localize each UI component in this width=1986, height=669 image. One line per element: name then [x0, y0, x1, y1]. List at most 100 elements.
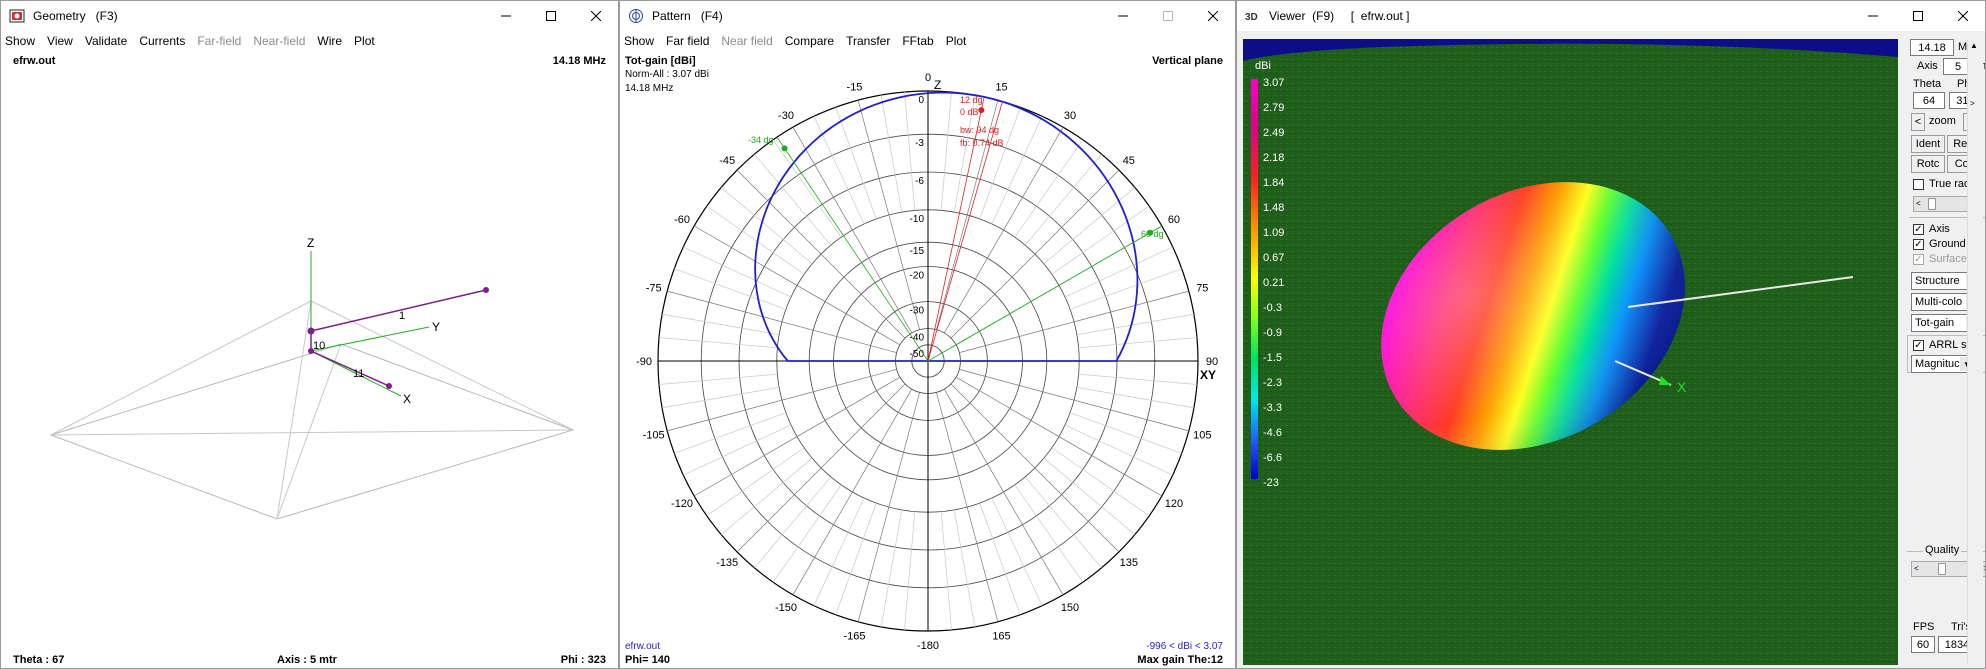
- minimize-button[interactable]: [1850, 1, 1895, 31]
- menu-fftab[interactable]: FFtab: [902, 34, 934, 48]
- geometry-titlebar[interactable]: Geometry (F3): [1, 1, 618, 31]
- wire-11[interactable]: [310, 350, 390, 387]
- checkbox-box: ✓: [1913, 339, 1924, 351]
- divider: [1909, 217, 1985, 218]
- radial-gridline: [754, 153, 832, 246]
- radial-gridline: [1024, 476, 1102, 569]
- radial-gridline: [1064, 246, 1173, 298]
- true-rad-checkbox[interactable]: True rad.: [1913, 178, 1973, 190]
- quality-slider[interactable]: <>: [1911, 561, 1985, 577]
- pattern-gain-title: Tot-gain [dBi]: [625, 55, 696, 67]
- radiation-pattern-3d: [1381, 182, 1685, 450]
- color-scale-label: -4.6: [1263, 427, 1282, 439]
- 3d-icon: 3D: [1245, 8, 1261, 24]
- menu-validate[interactable]: Validate: [84, 34, 128, 48]
- xy-axis-label: XY: [1200, 368, 1216, 382]
- pattern-titlebar[interactable]: Pattern (F4): [620, 1, 1235, 31]
- close-button[interactable]: [1940, 1, 1985, 31]
- viewer-3d-scene[interactable]: X dBi 3.07 2.79 2.49 2.18 1.84 1.48 1.09 0.67 0.…: [1243, 39, 1898, 665]
- geometry-window: Geometry (F3) Show View Validate Current…: [0, 0, 619, 669]
- frequency-input[interactable]: 14.18: [1910, 39, 1954, 56]
- radial-gridline: [720, 457, 813, 535]
- radial-gridline: [1024, 153, 1102, 246]
- color-scale-label: 2.49: [1263, 127, 1284, 139]
- radial-gridline: [1069, 268, 1182, 310]
- viewer-3d-canvas: X dBi 3.07 2.79 2.49 2.18 1.84 1.48 1.09 0.67 0.…: [1243, 39, 1898, 665]
- angle-tick-label: 45: [1123, 155, 1135, 167]
- geometry-canvas[interactable]: efrw.out 14.18 MHz Z Y X 1 1: [1, 51, 618, 668]
- true-rad-slider[interactable]: <>: [1913, 196, 1979, 212]
- menu-far-field[interactable]: Far-field: [197, 34, 242, 48]
- menu-view[interactable]: View: [47, 34, 73, 48]
- menu-compare[interactable]: Compare: [784, 34, 835, 48]
- radial-gridline: [1069, 412, 1182, 454]
- radial-gridline: [950, 383, 1120, 553]
- menu-transfer[interactable]: Transfer: [846, 34, 891, 48]
- radial-gridline: [1076, 386, 1194, 409]
- beam-line: [927, 101, 1003, 362]
- angle-tick-label: -120: [671, 498, 693, 510]
- theta-input[interactable]: 64: [1913, 92, 1945, 109]
- pattern-canvas[interactable]: Tot-gain [dBi] Norm-All : 3.07 dBi 14.18…: [620, 51, 1235, 668]
- radial-gridline: [857, 392, 920, 622]
- zoom-out-button[interactable]: <: [1911, 113, 1925, 131]
- ident-button[interactable]: Ident: [1911, 135, 1945, 153]
- angle-tick-label: 165: [992, 630, 1010, 642]
- menu-plot[interactable]: Plot: [945, 34, 967, 48]
- beamwidth-label: bw: 94 dg: [960, 125, 999, 135]
- axis-input[interactable]: 5: [1943, 58, 1973, 75]
- structure-select-value: Structure: [1915, 275, 1960, 287]
- minimize-button[interactable]: [1100, 1, 1145, 31]
- angle-tick-label: 105: [1193, 430, 1211, 442]
- minimize-button[interactable]: [483, 1, 528, 31]
- angle-tick-label: -45: [719, 155, 735, 167]
- viewer-scrollbar[interactable]: ▲ >: [1967, 39, 1983, 665]
- max-gain-line: [927, 96, 985, 362]
- close-button[interactable]: [1190, 1, 1235, 31]
- viewer-titlebar[interactable]: 3D Viewer (F9) [ efrw.out ]: [1237, 1, 1985, 31]
- z-axis-label: Z: [934, 78, 941, 92]
- menu-far-field[interactable]: Far field: [666, 34, 710, 48]
- rotc-button[interactable]: Rotc: [1911, 155, 1945, 173]
- menu-near-field[interactable]: Near field: [721, 34, 773, 48]
- minimize-icon: [1867, 15, 1878, 17]
- radiation-pattern-trace: [754, 91, 1139, 362]
- x-axis-label: X: [1677, 379, 1687, 395]
- wire-10-label: 10: [313, 340, 325, 352]
- ground-plane: [49, 343, 575, 520]
- menu-show[interactable]: Show: [624, 34, 655, 48]
- scroll-up-icon[interactable]: ▲: [1970, 41, 1978, 50]
- menu-show[interactable]: Show: [5, 34, 36, 48]
- angle-tick-label: -150: [775, 602, 797, 614]
- maximize-button[interactable]: [1145, 1, 1190, 31]
- radial-gridline: [1078, 373, 1198, 385]
- fps-value: 60: [1911, 636, 1935, 653]
- menu-plot[interactable]: Plot: [354, 34, 375, 48]
- theta-label: Theta: [1913, 78, 1942, 90]
- ground-checkbox[interactable]: ✓ Ground: [1913, 238, 1966, 250]
- radial-gridline: [772, 484, 842, 583]
- wire-1[interactable]: [310, 289, 487, 332]
- maximize-button[interactable]: [528, 1, 573, 31]
- angle-tick-label: -180: [917, 640, 939, 652]
- maximize-button[interactable]: [1895, 1, 1940, 31]
- checkbox-box: ✓: [1913, 223, 1924, 235]
- radial-gridline: [720, 187, 813, 265]
- menu-near-field[interactable]: Near-field: [253, 34, 306, 48]
- radial-gridline: [979, 502, 1021, 615]
- axis-checkbox[interactable]: ✓ Axis: [1913, 223, 1950, 235]
- magnitude-select-value: Magnituc: [1915, 358, 1960, 370]
- angle-tick-label: -60: [674, 214, 690, 226]
- gain-ring-label: -6: [915, 176, 924, 187]
- color-scale-labels: 3.07 2.79 2.49 2.18 1.84 1.48 1.09 0.67 0.21 -0.3…: [1263, 77, 1284, 489]
- close-button[interactable]: [573, 1, 618, 31]
- angle-tick-label: -75: [646, 282, 662, 294]
- menu-wire[interactable]: Wire: [317, 34, 343, 48]
- y-axis: [310, 326, 430, 352]
- surfaces-checkbox[interactable]: ✓ Surfaces: [1913, 253, 1972, 265]
- radial-gridline: [979, 107, 1021, 220]
- radial-gridline: [835, 502, 877, 615]
- scroll-right-icon[interactable]: >: [1970, 99, 1975, 108]
- radial-gridline: [1051, 447, 1150, 517]
- menu-currents[interactable]: Currents: [139, 34, 186, 48]
